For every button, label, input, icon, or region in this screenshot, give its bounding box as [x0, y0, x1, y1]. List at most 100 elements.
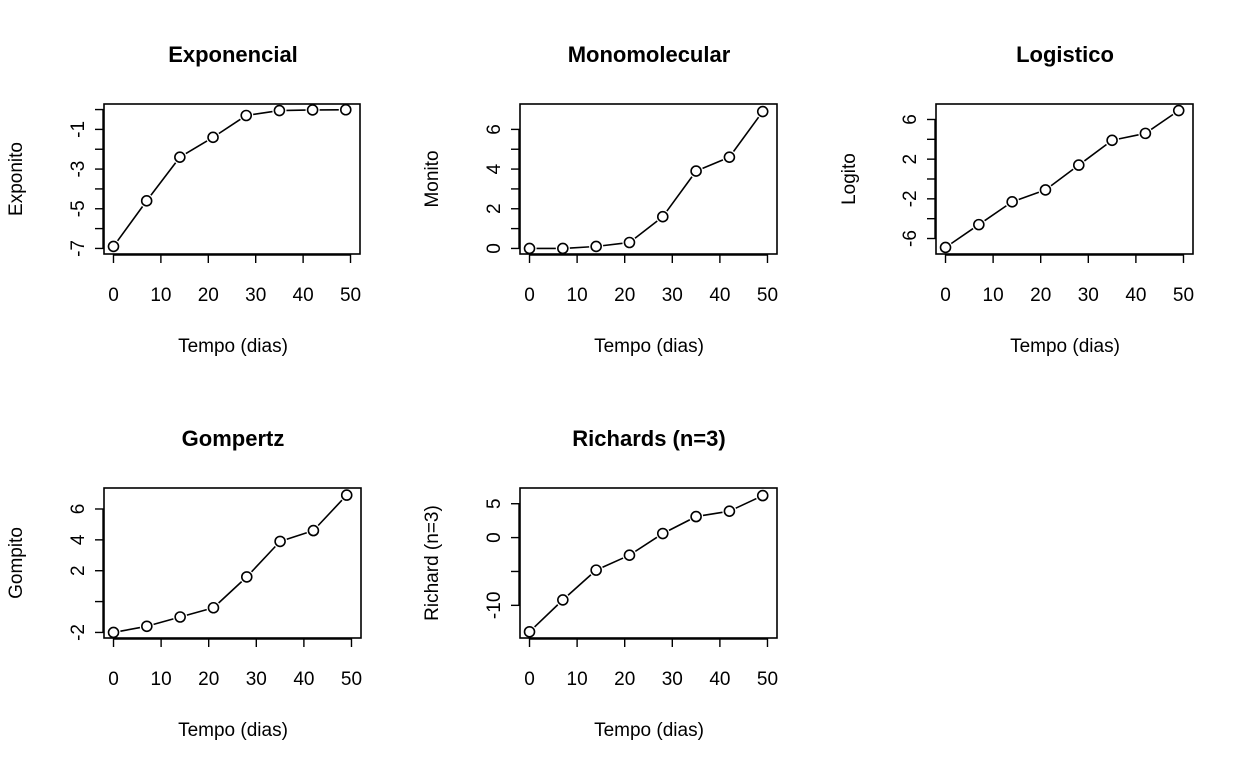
chart-title: Monomolecular	[568, 42, 731, 67]
series-segment	[735, 497, 757, 509]
data-point	[973, 218, 985, 231]
y-tick-label: 4	[68, 534, 89, 545]
y-axis-label: Richard (n=3)	[422, 505, 443, 621]
data-point	[690, 510, 702, 523]
data-point	[623, 236, 636, 249]
y-tick-label: 6	[484, 124, 505, 135]
data-point	[623, 549, 636, 562]
x-axis-label: Tempo (dias)	[594, 720, 704, 741]
y-axis: -7 -5 -3 -1	[68, 108, 104, 257]
x-tick-label: 40	[709, 285, 730, 306]
series-segment	[1050, 168, 1074, 187]
series-segment	[603, 242, 623, 247]
x-axis: 0 10 20 30 40 50	[108, 638, 362, 690]
data-point	[340, 489, 353, 501]
x-tick-label: 10	[150, 285, 171, 306]
x-tick-label: 40	[293, 285, 314, 306]
y-axis: -10 0 5	[484, 498, 520, 619]
x-tick-label: 30	[1078, 285, 1099, 306]
x-tick-label: 10	[983, 285, 1004, 306]
chart-title: Richards (n=3)	[572, 426, 725, 451]
chart-panel-4: Gompertz 0 10 20 30 40 50 -2 2 4 6 Tempo (dias) Gomp…	[6, 426, 362, 741]
data-point	[1006, 196, 1018, 208]
series-segment	[153, 618, 174, 626]
x-tick-label: 50	[757, 285, 778, 306]
y-axis: -6 -2 2 6	[900, 114, 936, 247]
y-tick-label: 2	[900, 154, 921, 165]
x-tick-label: 10	[567, 669, 588, 690]
data-point	[756, 489, 769, 502]
chart-title: Exponencial	[168, 42, 298, 67]
data-point	[523, 625, 536, 638]
series-segment	[1118, 134, 1139, 140]
x-axis: 0 10 20 30 40 50	[108, 254, 361, 306]
x-tick-label: 0	[524, 285, 535, 306]
series	[939, 104, 1185, 254]
x-tick-label: 50	[341, 669, 362, 690]
data-point	[240, 571, 253, 583]
x-tick-label: 20	[614, 285, 635, 306]
data-point	[107, 626, 120, 639]
data-point	[756, 105, 769, 118]
data-point	[174, 151, 186, 163]
data-point	[656, 527, 669, 540]
y-axis-label: Gompito	[6, 527, 27, 599]
x-axis: 0 10 20 30 40 50	[524, 254, 778, 306]
data-point	[274, 535, 286, 548]
x-tick-label: 10	[151, 669, 172, 690]
series-segment	[1083, 143, 1107, 162]
series-segment	[286, 531, 307, 540]
data-point	[590, 564, 602, 576]
x-tick-label: 0	[940, 285, 951, 306]
x-tick-label: 30	[246, 669, 267, 690]
x-axis: 0 10 20 30 40 50	[524, 638, 778, 690]
x-axis-label: Tempo (dias)	[594, 336, 704, 357]
series-segment	[250, 545, 276, 573]
y-tick-label: 4	[484, 163, 505, 174]
series-segment	[186, 608, 207, 616]
data-point	[939, 241, 952, 254]
y-tick-label: 0	[484, 532, 505, 543]
chart-panel-5: Richards (n=3) 0 10 20 30 40 50 -10 0 5 Tempo (dia…	[422, 426, 778, 741]
y-axis-label: Monito	[422, 150, 443, 207]
chart-title: Gompertz	[182, 426, 285, 451]
series-segment	[218, 118, 241, 135]
chart-panel-3: Logistico 0 10 20 30 40 50 -6 -2 2 6 Tempo (dias) Lo…	[839, 42, 1194, 357]
y-axis-label: Logito	[839, 153, 860, 205]
data-point	[1106, 134, 1118, 147]
series	[523, 489, 769, 638]
plot-frame	[103, 103, 361, 255]
y-tick-label: 5	[484, 498, 505, 509]
data-point	[590, 240, 602, 253]
x-tick-label: 30	[662, 669, 683, 690]
y-axis: 0 2 4 6	[484, 124, 520, 254]
y-tick-label: -10	[484, 592, 505, 619]
data-point	[339, 103, 352, 116]
data-point	[207, 131, 219, 144]
series-segment	[668, 519, 691, 532]
data-point	[174, 611, 186, 623]
x-tick-label: 50	[340, 285, 361, 306]
x-tick-label: 50	[1173, 285, 1194, 306]
y-tick-label: -1	[68, 121, 89, 138]
chart-title: Logistico	[1016, 42, 1114, 67]
x-tick-label: 0	[524, 669, 535, 690]
x-tick-label: 0	[108, 669, 119, 690]
x-tick-label: 30	[245, 285, 266, 306]
data-point	[1172, 104, 1185, 117]
y-tick-label: 2	[68, 565, 89, 576]
series-segment	[702, 511, 723, 517]
data-point	[723, 151, 736, 163]
series	[523, 105, 769, 255]
data-point	[523, 242, 536, 255]
data-point	[557, 594, 569, 606]
series-segment	[950, 227, 974, 245]
x-tick-label: 10	[567, 285, 588, 306]
series-segment	[569, 246, 590, 249]
y-tick-label: -5	[68, 200, 89, 217]
data-point	[140, 195, 153, 207]
x-tick-label: 0	[108, 285, 119, 306]
data-point	[307, 524, 320, 537]
data-point	[1139, 127, 1152, 140]
data-point	[207, 601, 220, 614]
